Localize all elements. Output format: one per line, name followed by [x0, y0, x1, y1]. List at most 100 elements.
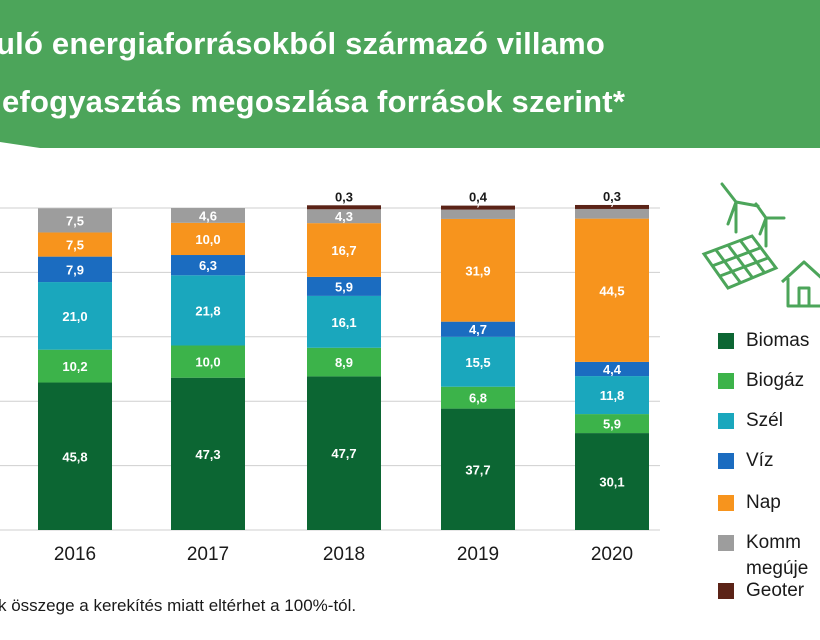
bar-segment-komm-2020 — [575, 208, 649, 219]
legend-item-szél: Szél — [718, 410, 783, 432]
data-label-biomas-2016: 45,8 — [62, 449, 87, 464]
footnote: k összege a kerekítés miatt eltérhet a 1… — [0, 596, 357, 615]
data-label-nap-2019: 31,9 — [465, 263, 490, 278]
chart-title-line-2: efogyasztás megoszlása források szerint* — [2, 84, 626, 119]
bar-segment-szél-2017 — [171, 275, 245, 346]
data-label-nap-2020: 44,5 — [599, 283, 624, 298]
bar-segment-víz-2018 — [307, 276, 381, 296]
bar-segment-víz-2016 — [38, 256, 112, 283]
x-tick-label-2020: 2020 — [591, 544, 633, 565]
bar-segment-biogáz-2020 — [575, 414, 649, 434]
data-labels: 45,8 10,2 21,0 7,9 7,5 7,5 47,3 10,0 21,8 6,3 10,0… — [62, 189, 624, 490]
legend-swatch — [718, 452, 734, 469]
data-label-biomas-2019: 37,7 — [465, 462, 490, 477]
bar-segment-biomas-2018 — [307, 376, 381, 530]
data-label-biogáz-2019: 6,8 — [469, 391, 487, 406]
bar-segment-víz-2019 — [441, 321, 515, 337]
bar-segment-nap-2017 — [171, 222, 245, 256]
x-tick-label-2017: 2017 — [187, 544, 229, 565]
bar-segment-geoter-2019 — [441, 205, 515, 210]
data-label-komm-2017: 4,6 — [199, 208, 217, 223]
legend-item-komm: Komm megúje — [718, 532, 808, 580]
bar-segment-víz-2020 — [575, 361, 649, 377]
legend-label: Biogáz — [746, 370, 805, 391]
data-label-komm-2018: 4,3 — [335, 209, 353, 224]
x-tick-label-2019: 2019 — [457, 544, 499, 565]
bar-segment-biogáz-2019 — [441, 386, 515, 409]
bar-segment-komm-2016 — [38, 208, 112, 233]
stacked-bar-chart: 45,8 10,2 21,0 7,9 7,5 7,5 47,3 10,0 21,8 6,3 10,0… — [0, 189, 660, 565]
bar-segment-komm-2018 — [307, 209, 381, 224]
data-label-nap-2016: 7,5 — [66, 238, 84, 253]
data-label-biogáz-2017: 10,0 — [195, 355, 220, 370]
wind-turbine-icon — [720, 182, 786, 248]
legend-swatch — [718, 332, 734, 349]
legend-label: Geoter — [746, 580, 805, 601]
bar-segment-biogáz-2016 — [38, 349, 112, 383]
x-tick-labels: 2016 2017 2018 2019 2020 — [54, 544, 633, 565]
bar-segment-nap-2016 — [38, 232, 112, 257]
data-label-biogáz-2016: 10,2 — [62, 359, 87, 374]
bar-segment-biogáz-2017 — [171, 345, 245, 378]
legend-item-biogáz: Biogáz — [718, 370, 804, 392]
data-label-víz-2020: 4,4 — [603, 362, 622, 377]
data-label-szél-2017: 21,8 — [195, 303, 220, 318]
x-tick-label-2016: 2016 — [54, 544, 96, 565]
bar-segment-komm-2019 — [441, 209, 515, 219]
data-label-szél-2018: 16,1 — [331, 315, 356, 330]
x-tick-label-2018: 2018 — [323, 544, 365, 565]
bar-segment-nap-2020 — [575, 218, 649, 362]
data-label-szél-2016: 21,0 — [62, 309, 87, 324]
bar-segment-nap-2019 — [441, 218, 515, 322]
legend-label: Víz — [746, 450, 774, 471]
legend-label: Nap — [746, 492, 781, 513]
bar-segment-biogáz-2018 — [307, 347, 381, 377]
bar-segment-biomas-2017 — [171, 377, 245, 530]
data-label-geoter-2020: 0,3 — [603, 189, 621, 204]
legend-swatch — [718, 412, 734, 429]
data-label-víz-2019: 4,7 — [469, 322, 487, 337]
legend-swatch — [718, 582, 734, 599]
bar-segment-biomas-2019 — [441, 408, 515, 530]
renewable-icons — [701, 182, 820, 308]
bar-segment-geoter-2020 — [575, 204, 649, 209]
data-label-víz-2016: 7,9 — [66, 262, 84, 277]
legend-label-line-2: megúje — [746, 558, 809, 579]
data-label-biomas-2020: 30,1 — [599, 475, 624, 490]
bar-segment-szél-2019 — [441, 336, 515, 387]
legend-item-víz: Víz — [718, 450, 773, 472]
legend-swatch — [718, 372, 734, 389]
data-label-komm-2019: 2,9 — [469, 194, 487, 209]
bar-segment-víz-2017 — [171, 255, 245, 276]
legend-item-nap: Nap — [718, 492, 781, 514]
solar-panel-icon — [701, 234, 779, 290]
data-label-szél-2020: 11,8 — [600, 388, 625, 403]
data-label-víz-2018: 5,9 — [335, 279, 353, 294]
legend-item-geoter: Geoter — [718, 580, 804, 602]
data-label-komm-2020: 3,0 — [603, 193, 621, 208]
data-label-geoter-2018: 0,3 — [335, 189, 353, 204]
bar-segment-szél-2016 — [38, 282, 112, 350]
data-label-víz-2017: 6,3 — [199, 258, 217, 273]
bar-segment-nap-2018 — [307, 223, 381, 277]
title-banner: uló energiaforrásokból származó villamo … — [0, 0, 820, 148]
banner-shape — [0, 0, 820, 148]
bar-segment-szél-2018 — [307, 295, 381, 348]
data-label-szél-2019: 15,5 — [465, 355, 490, 370]
bar-segment-biomas-2016 — [38, 382, 112, 530]
legend-label: Szél — [746, 410, 783, 431]
bar-segment-geoter-2018 — [307, 205, 381, 210]
legend-label: Biomas — [746, 330, 810, 351]
legend-swatch — [718, 494, 734, 511]
bars — [38, 204, 649, 530]
data-label-geoter-2019: 0,4 — [469, 190, 488, 205]
data-label-nap-2017: 10,0 — [195, 232, 220, 247]
data-label-biomas-2017: 47,3 — [195, 447, 220, 462]
data-label-biomas-2018: 47,7 — [331, 446, 356, 461]
house-icon — [780, 260, 820, 308]
bar-segment-biomas-2020 — [575, 433, 649, 530]
data-label-biogáz-2020: 5,9 — [603, 417, 621, 432]
bar-segment-szél-2020 — [575, 376, 649, 415]
banner-background — [0, 0, 820, 148]
data-label-nap-2018: 16,7 — [331, 243, 356, 258]
